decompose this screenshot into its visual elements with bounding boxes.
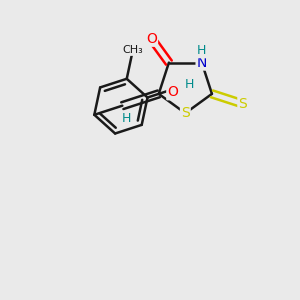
- Text: S: S: [181, 106, 190, 120]
- Text: H: H: [185, 78, 194, 91]
- Text: O: O: [167, 85, 178, 99]
- Text: N: N: [196, 56, 207, 70]
- Text: CH₃: CH₃: [122, 45, 143, 55]
- Text: S: S: [238, 97, 247, 111]
- Text: H: H: [122, 112, 131, 125]
- Text: H: H: [197, 44, 206, 57]
- Text: O: O: [146, 32, 157, 46]
